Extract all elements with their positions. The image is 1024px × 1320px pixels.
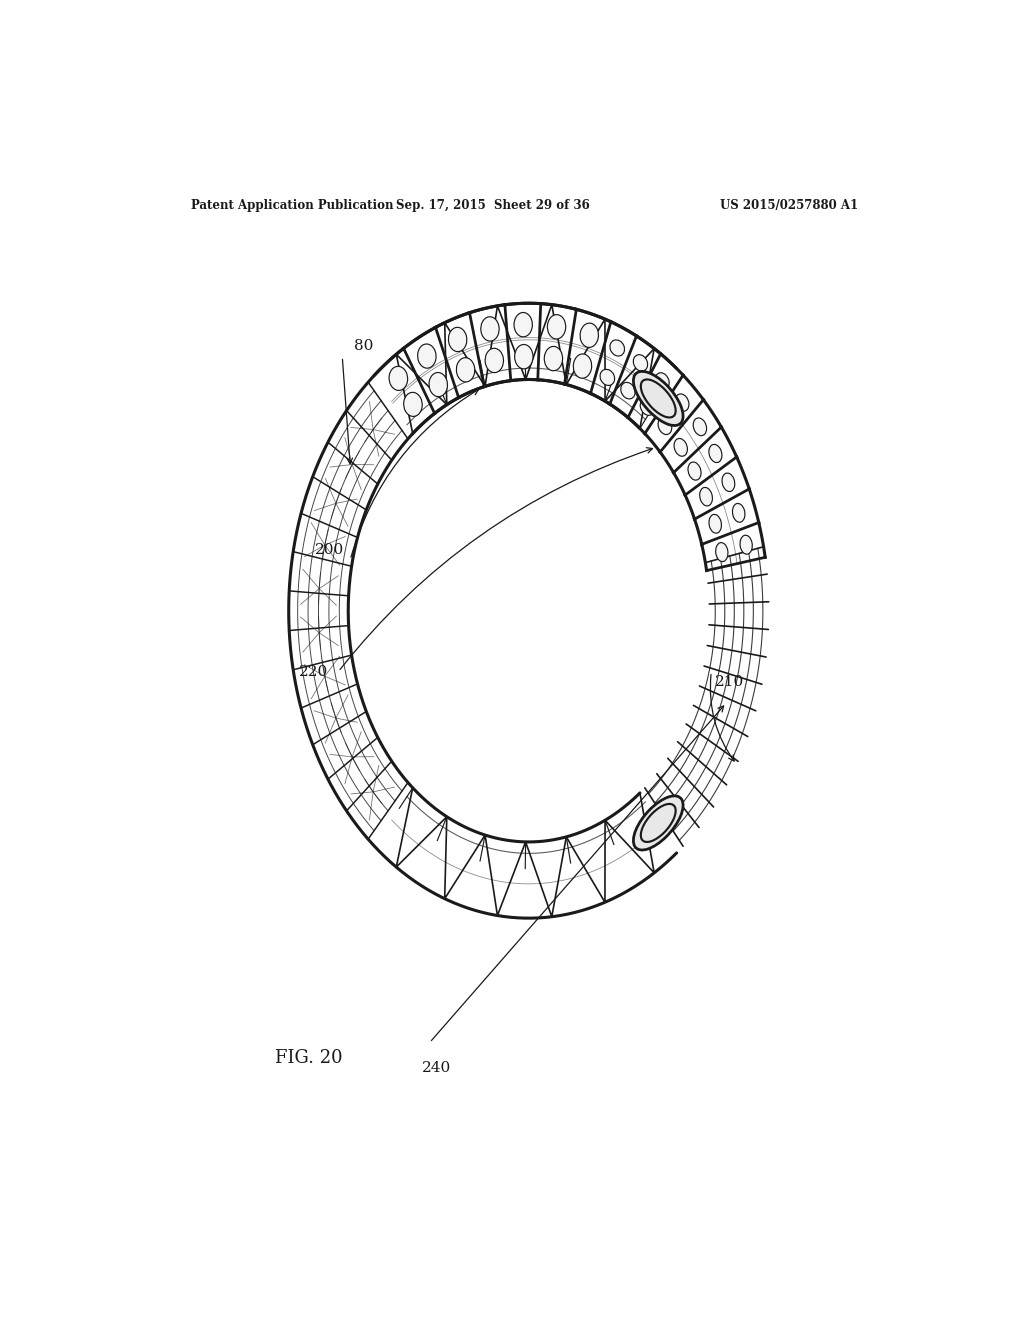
Ellipse shape [633, 355, 647, 371]
Ellipse shape [403, 392, 422, 416]
Text: US 2015/0257880 A1: US 2015/0257880 A1 [720, 199, 858, 213]
Ellipse shape [740, 535, 753, 554]
Ellipse shape [429, 372, 447, 397]
Text: Sep. 17, 2015  Sheet 29 of 36: Sep. 17, 2015 Sheet 29 of 36 [396, 199, 590, 213]
Ellipse shape [709, 445, 722, 462]
Ellipse shape [675, 393, 689, 412]
Ellipse shape [548, 314, 565, 339]
Ellipse shape [600, 370, 614, 385]
Ellipse shape [655, 372, 670, 389]
Ellipse shape [449, 327, 467, 351]
Ellipse shape [481, 317, 499, 341]
Ellipse shape [688, 462, 701, 480]
Ellipse shape [693, 418, 707, 436]
Text: 240: 240 [422, 1061, 451, 1074]
Ellipse shape [389, 367, 408, 391]
Ellipse shape [485, 348, 504, 372]
Text: FIG. 20: FIG. 20 [274, 1049, 342, 1067]
Ellipse shape [634, 371, 683, 425]
Ellipse shape [709, 515, 722, 533]
Ellipse shape [674, 438, 687, 457]
Text: 220: 220 [299, 665, 328, 678]
Ellipse shape [658, 417, 672, 434]
Text: 200: 200 [314, 543, 344, 557]
Ellipse shape [515, 345, 532, 368]
Ellipse shape [640, 399, 654, 416]
Ellipse shape [418, 345, 436, 368]
Text: Patent Application Publication: Patent Application Publication [191, 199, 394, 213]
Ellipse shape [610, 341, 625, 356]
Ellipse shape [699, 487, 713, 506]
Ellipse shape [732, 503, 744, 523]
Ellipse shape [545, 346, 562, 371]
Ellipse shape [514, 313, 532, 337]
Text: 210: 210 [715, 675, 744, 689]
Ellipse shape [580, 323, 598, 347]
Ellipse shape [621, 383, 635, 399]
Ellipse shape [722, 473, 735, 491]
Ellipse shape [634, 796, 683, 850]
Text: 80: 80 [354, 339, 374, 354]
Ellipse shape [716, 543, 728, 561]
Ellipse shape [573, 354, 592, 379]
Ellipse shape [457, 358, 475, 381]
